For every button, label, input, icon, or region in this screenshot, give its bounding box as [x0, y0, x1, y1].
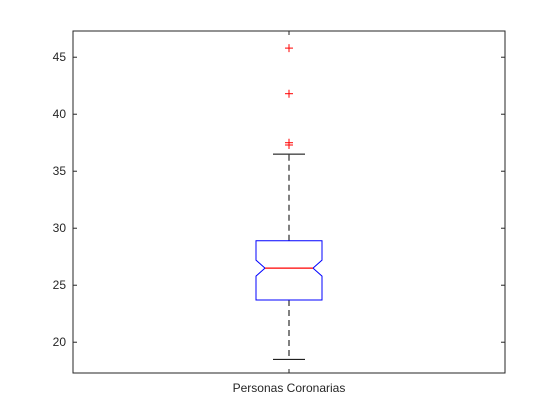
x-category-label: Personas Coronarias — [233, 381, 346, 395]
outlier-marker — [285, 89, 293, 98]
outlier-marker — [285, 138, 293, 147]
y-tick-label: 40 — [53, 107, 67, 121]
y-tick-label: 35 — [53, 164, 67, 178]
box-group — [255, 44, 323, 360]
boxes-layer — [255, 44, 323, 360]
outlier-marker — [285, 44, 293, 53]
y-tick-label: 45 — [53, 50, 67, 64]
y-axis: 20 25 30 35 40 45 — [53, 50, 505, 349]
notched-box — [255, 240, 323, 301]
y-tick-label: 30 — [53, 221, 67, 235]
y-tick-label: 20 — [53, 335, 67, 349]
x-axis: Personas Coronarias — [233, 31, 346, 395]
y-tick-label: 25 — [53, 278, 67, 292]
